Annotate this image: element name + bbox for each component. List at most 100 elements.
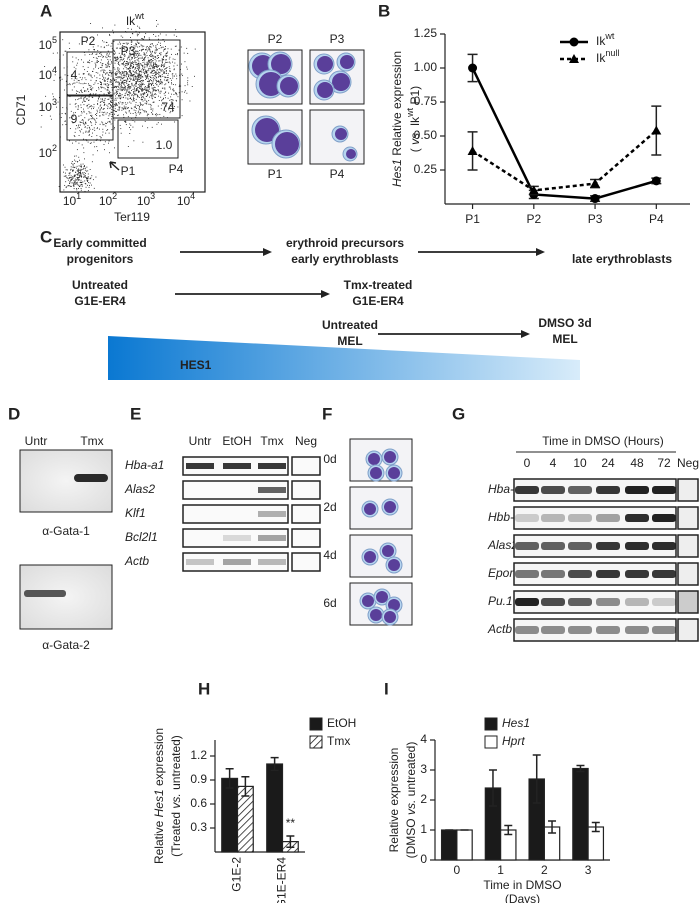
blot-band: [24, 590, 66, 597]
nucleus: [388, 467, 400, 479]
flow-dot: [85, 170, 87, 172]
flow-dot: [119, 84, 121, 86]
flow-dot: [89, 134, 91, 136]
flow-dot: [133, 84, 135, 86]
flow-dot: [114, 147, 115, 149]
flow-dot: [77, 127, 79, 129]
flow-dot: [137, 112, 139, 114]
arrow-head: [536, 248, 545, 256]
gene-label: Alas2: [487, 538, 518, 552]
flow-dot: [164, 76, 166, 78]
flow-dot: [155, 83, 157, 85]
flow-dot: [137, 42, 139, 43]
flow-dot: [88, 130, 90, 131]
flow-dot: [102, 98, 103, 100]
y-axis-label-part: (DMSO: [404, 815, 418, 858]
flow-dot: [119, 64, 121, 66]
flow-dot: [96, 90, 97, 92]
flow-dot: [164, 48, 166, 49]
gate-percent: 9: [71, 112, 78, 126]
flow-dot: [131, 82, 133, 84]
flow-dot: [154, 93, 156, 94]
cell-image: [349, 534, 413, 578]
flow-dot: [131, 28, 132, 30]
y-axis-label-part: vs.: [408, 130, 422, 145]
flow-dot: [115, 57, 117, 59]
flow-dot: [173, 34, 175, 36]
flow-dot: [95, 114, 97, 115]
flow-dot: [91, 96, 93, 98]
flow-dot: [165, 97, 166, 99]
flow-dot: [140, 77, 142, 79]
flow-dot: [110, 92, 112, 94]
flow-dot: [150, 64, 152, 66]
flow-dot: [116, 73, 117, 75]
flow-dot: [87, 176, 89, 178]
flow-dot: [83, 152, 85, 154]
flow-dot: [161, 58, 163, 60]
flow-dot: [142, 62, 144, 63]
flow-dot: [80, 131, 81, 133]
flow-dot: [136, 76, 138, 78]
flow-dot: [133, 66, 134, 68]
flow-dot: [148, 85, 150, 86]
flow-dot: [135, 67, 137, 69]
flow-dot: [95, 140, 97, 141]
flow-dot: [106, 89, 108, 91]
flow-dot: [148, 84, 150, 86]
flow-dot: [168, 61, 170, 63]
flow-dot: [158, 91, 160, 93]
flow-dot: [80, 179, 82, 181]
y-tick-label: 2: [420, 792, 427, 806]
flow-dot: [64, 172, 66, 174]
flow-dot: [146, 63, 148, 65]
flow-dot: [116, 81, 118, 83]
flow-dot: [113, 50, 115, 52]
flow-dot: [81, 112, 83, 114]
flow-dot: [118, 114, 120, 116]
flow-dot: [163, 41, 165, 43]
flow-dot: [137, 55, 139, 57]
flow-dot: [69, 182, 71, 184]
stage-label: G1E-ER4: [352, 294, 404, 308]
flow-dot: [72, 115, 74, 117]
flow-dot: [128, 107, 129, 109]
flow-dot: [152, 101, 154, 103]
flow-dot: [124, 87, 126, 89]
x-tick-label: G1E-ER4: [275, 857, 289, 903]
flow-dot: [110, 96, 112, 98]
flow-dot: [90, 122, 92, 124]
gel-lane: [513, 590, 677, 614]
flow-dot: [93, 118, 95, 120]
flow-dot: [114, 87, 116, 88]
flow-dot: [79, 76, 81, 78]
flow-y-tick: 102: [39, 143, 57, 160]
flow-dot: [165, 104, 167, 106]
flow-dot: [91, 61, 93, 62]
flow-dot: [136, 33, 138, 35]
flow-dot: [59, 79, 61, 81]
flow-dot: [153, 79, 155, 81]
flow-dot: [122, 74, 124, 76]
nucleus: [370, 609, 382, 621]
flow-dot: [125, 31, 127, 32]
flow-dot: [149, 55, 151, 56]
flow-dot: [125, 122, 127, 123]
flow-dot: [88, 83, 89, 85]
error-bar: [488, 769, 497, 807]
flow-dot: [149, 55, 151, 57]
flow-dot: [79, 173, 81, 175]
flow-dot: [103, 93, 105, 95]
flow-dot: [86, 178, 87, 180]
flow-dot: [84, 54, 86, 56]
flow-dot: [133, 55, 135, 57]
flow-dot: [86, 71, 88, 72]
flow-dot: [90, 142, 92, 144]
flow-dot: [88, 110, 90, 112]
flow-dot: [131, 48, 133, 50]
flow-dot: [135, 81, 137, 83]
flow-dot: [76, 64, 78, 66]
flow-dot: [146, 71, 148, 73]
flow-dot: [150, 62, 152, 64]
flow-dot: [151, 94, 153, 96]
